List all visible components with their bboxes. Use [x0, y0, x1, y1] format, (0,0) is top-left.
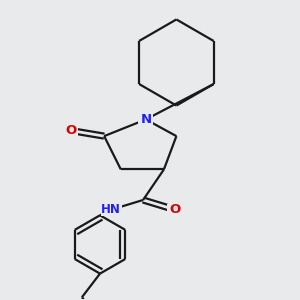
Bar — [138, 114, 154, 125]
Text: HN: HN — [101, 203, 121, 216]
Text: O: O — [65, 124, 76, 137]
Bar — [167, 204, 183, 215]
Bar — [63, 125, 79, 136]
Bar — [101, 204, 122, 216]
Text: N: N — [140, 113, 152, 126]
Text: O: O — [169, 203, 181, 216]
